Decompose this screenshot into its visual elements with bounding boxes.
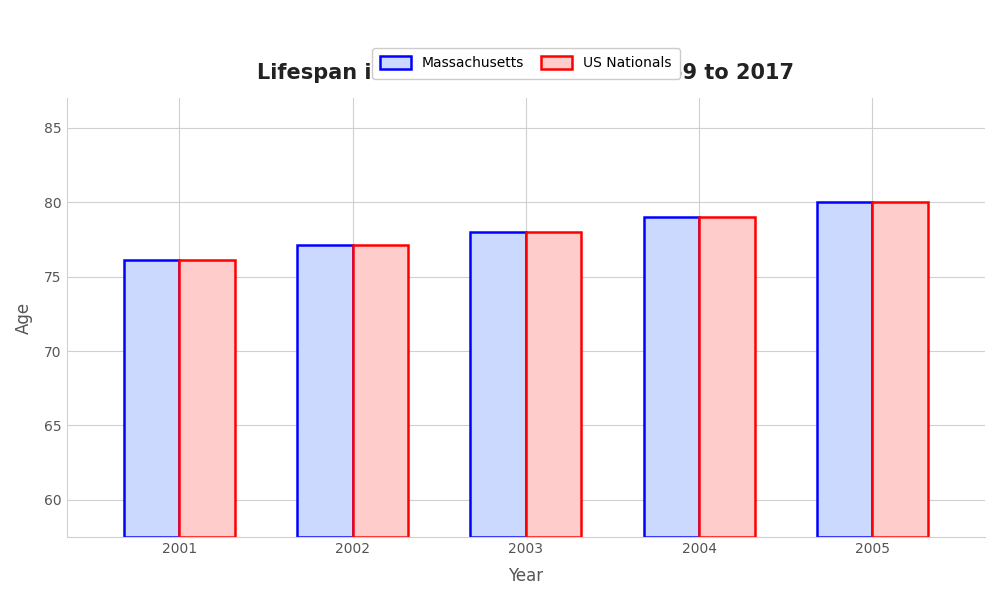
- Bar: [124, 260, 179, 537]
- Title: Lifespan in Massachusetts from 1969 to 2017: Lifespan in Massachusetts from 1969 to 2…: [257, 62, 794, 83]
- Bar: [817, 202, 872, 537]
- Y-axis label: Age: Age: [15, 302, 33, 334]
- Bar: [353, 245, 408, 537]
- Bar: [699, 217, 755, 537]
- Bar: [526, 232, 581, 537]
- Bar: [644, 217, 699, 537]
- Bar: [872, 202, 928, 537]
- Bar: [179, 260, 235, 537]
- Bar: [297, 245, 353, 537]
- X-axis label: Year: Year: [508, 567, 543, 585]
- Legend: Massachusetts, US Nationals: Massachusetts, US Nationals: [372, 48, 680, 79]
- Bar: [470, 232, 526, 537]
